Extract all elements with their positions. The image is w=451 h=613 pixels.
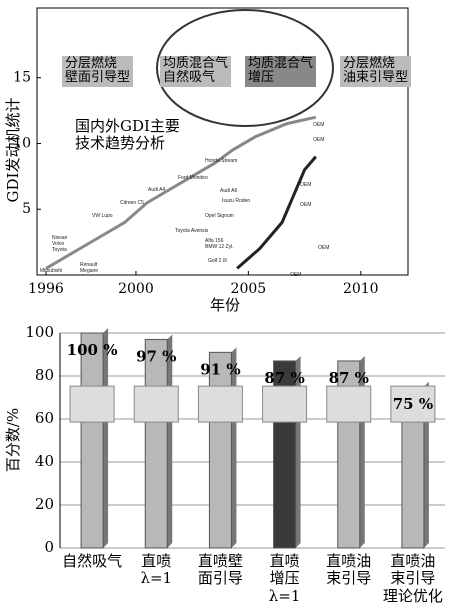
engine-image xyxy=(327,386,371,422)
value-label: 100 % xyxy=(67,341,118,359)
x-tick-label: 2005 xyxy=(231,281,267,297)
y-tick-label: 100 xyxy=(25,323,54,341)
annotation: 分层燃烧 油束引导型 xyxy=(340,56,411,87)
small-label: OEM xyxy=(300,182,311,188)
value-label: 87 % xyxy=(264,369,304,387)
annotation: 国内外GDI主要 技术趋势分析 xyxy=(75,118,180,151)
annotation: 分层燃烧 壁面引导型 xyxy=(62,56,133,87)
y-tick-label: 5 xyxy=(22,201,31,217)
small-label: Honda Stream xyxy=(205,158,237,164)
bar xyxy=(209,352,231,548)
x-tick-label: 1996 xyxy=(28,281,64,297)
small-label: Golf 2.0l xyxy=(208,258,227,264)
y-tick-label: 80 xyxy=(35,366,54,384)
small-label: OEM xyxy=(300,202,311,208)
x-tick-label: 自然吸气 xyxy=(57,553,127,570)
small-label: Mitsubishi xyxy=(40,268,62,274)
y-axis-label: 百分数/% xyxy=(4,408,22,472)
engine-image xyxy=(263,386,307,422)
small-label: Audi A6 xyxy=(220,188,237,194)
small-label: Ford Mondeo xyxy=(178,175,208,181)
y-tick-label: 40 xyxy=(35,452,54,470)
y-tick-label: 20 xyxy=(35,495,54,513)
x-axis-label: 年份 xyxy=(210,296,240,314)
x-tick-label: 直喷壁 面引导 xyxy=(185,553,255,588)
small-label: Toyota xyxy=(52,247,67,253)
small-label: Megane xyxy=(80,268,98,274)
value-label: 75 % xyxy=(393,395,433,413)
bar xyxy=(81,333,103,548)
small-label: OEM xyxy=(318,245,329,251)
small-label: OEM xyxy=(313,122,324,128)
engine-image xyxy=(70,386,114,422)
x-tick-label: 直喷油 束引导 xyxy=(314,553,384,588)
small-label: OEM xyxy=(290,272,301,278)
small-label: Audi A4 xyxy=(148,187,165,193)
bar-side xyxy=(167,334,172,548)
bar-side xyxy=(103,328,108,548)
small-label: Citroen C5 xyxy=(120,200,144,206)
y-tick-label: 60 xyxy=(35,409,54,427)
small-label: VW Lupo xyxy=(92,213,113,219)
x-tick-label: 2000 xyxy=(118,281,154,297)
x-tick-label: 直喷 增压 λ=1 xyxy=(250,553,320,605)
value-label: 91 % xyxy=(200,360,240,378)
small-label: Toyota Avensis xyxy=(175,228,208,234)
small-label: Opel Signum xyxy=(205,213,234,219)
x-tick-label: 2010 xyxy=(343,281,379,297)
value-label: 97 % xyxy=(136,347,176,365)
y-tick-label: 0 xyxy=(44,538,54,556)
y-tick-label: 15 xyxy=(13,70,31,86)
y-tick-label: 10 xyxy=(13,135,31,151)
annotation: 均质混合气 增压 xyxy=(245,56,316,87)
x-tick-label: 直喷油 束引导 理论优化 xyxy=(378,553,448,605)
annotation: 均质混合气 自然吸气 xyxy=(160,56,231,87)
engine-image xyxy=(198,386,242,422)
engine-image xyxy=(134,386,178,422)
small-label: Isuzu Rodeo xyxy=(222,198,250,204)
figure: 年份 GDI发动机统计 199620002005201051015 百分数/% … xyxy=(0,0,451,613)
small-label: OEM xyxy=(313,137,324,143)
value-label: 87 % xyxy=(329,369,369,387)
bar xyxy=(145,339,167,548)
small-label: BMW 12 Zyl. xyxy=(205,244,234,250)
x-tick-label: 直喷 λ=1 xyxy=(121,553,191,588)
